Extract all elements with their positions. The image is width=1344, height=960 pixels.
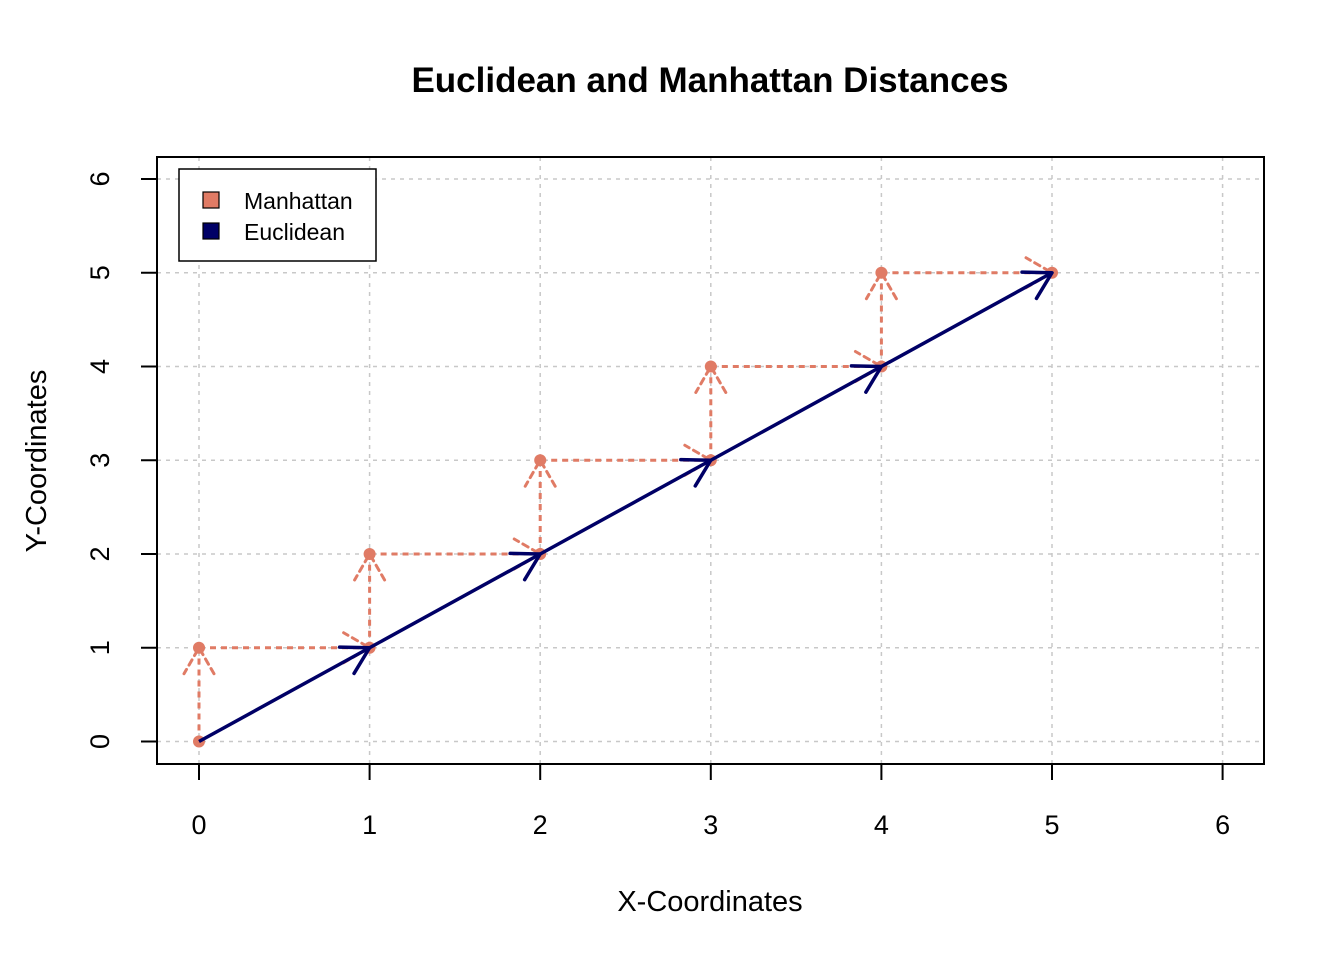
y-tick-label: 6 [85, 171, 115, 186]
x-axis-label: X-Coordinates [617, 886, 802, 918]
manhattan-point [875, 266, 888, 279]
manhattan-point [704, 360, 717, 373]
manhattan-point [534, 454, 547, 467]
legend-swatch-manhattan [202, 191, 220, 209]
segment [368, 552, 542, 650]
arrow-head [353, 552, 387, 582]
arrow-head [694, 365, 728, 394]
x-tick-label: 5 [1044, 810, 1059, 840]
y-tick-label: 3 [85, 453, 115, 468]
series-euclidean [198, 270, 1054, 744]
x-tick-label: 6 [1215, 810, 1230, 840]
y-tick-label: 4 [85, 359, 115, 374]
x-tick-label: 0 [191, 810, 206, 840]
arrow-head [523, 458, 557, 488]
legend: Manhattan Euclidean [178, 168, 377, 262]
legend-label-euclidean: Euclidean [244, 219, 345, 245]
y-axis-label: Y-Coordinates [21, 370, 53, 553]
x-tick-label: 1 [362, 810, 377, 840]
arrow-head [864, 271, 898, 301]
manhattan-point [193, 641, 205, 654]
y-tick-label: 2 [85, 546, 115, 561]
arrow-head [182, 646, 216, 676]
x-tick-label: 4 [874, 810, 889, 840]
legend-box [178, 168, 377, 262]
series-manhattan [182, 256, 1058, 748]
y-tick-label: 0 [85, 734, 115, 749]
segment [539, 458, 712, 556]
y-tick-label: 5 [85, 265, 115, 280]
segment [880, 271, 1053, 369]
y-tick-label: 1 [85, 640, 115, 655]
arrow-head [1020, 270, 1054, 301]
legend-label-manhattan: Manhattan [244, 188, 353, 214]
segment [709, 364, 883, 462]
x-axis: 0 1 2 3 4 5 6 [191, 764, 1230, 840]
manhattan-point [363, 548, 376, 560]
x-tick-label: 3 [703, 810, 718, 840]
segment [198, 646, 371, 744]
legend-swatch-euclidean [202, 222, 220, 240]
x-tick-label: 2 [533, 810, 548, 840]
y-axis: 0 1 2 3 4 5 6 [85, 171, 157, 749]
chart-title: Euclidean and Manhattan Distances [411, 61, 1008, 100]
